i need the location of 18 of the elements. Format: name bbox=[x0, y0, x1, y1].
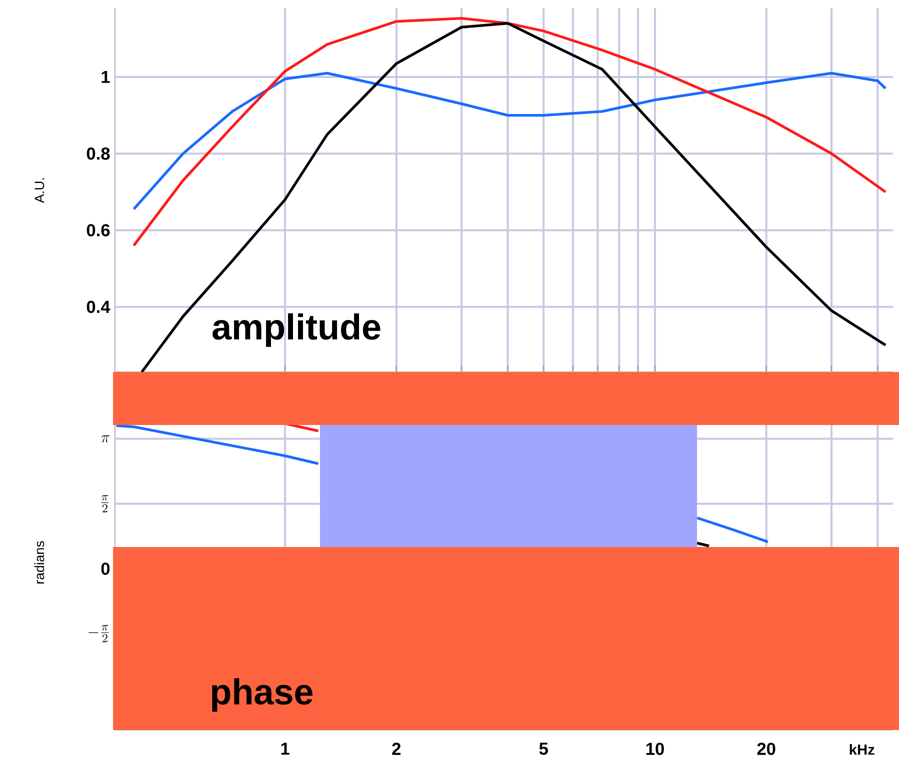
x-tick-label: 20 bbox=[757, 742, 776, 755]
y-tick-label: $\frac{\pi}{2}$ bbox=[101, 495, 109, 512]
y-tick-label: 0 bbox=[101, 562, 110, 575]
y-tick-label: 0.6 bbox=[86, 224, 110, 236]
annotation: amplitude bbox=[212, 313, 380, 347]
x-tick-label: 1 bbox=[281, 742, 290, 755]
x-tick-label: 2 bbox=[392, 742, 401, 755]
x-tick-label: 5 bbox=[539, 742, 548, 755]
y-tick-label: 0.4 bbox=[86, 300, 110, 313]
y-axis-title: radians bbox=[34, 541, 44, 584]
x-axis-title: kHz bbox=[850, 744, 874, 755]
y-tick-label: 0.8 bbox=[86, 147, 110, 160]
x-tick-label: 10 bbox=[646, 742, 664, 755]
y-tick-label: $\pi$ bbox=[101, 435, 110, 442]
y-axis-title: A.U. bbox=[34, 178, 44, 203]
y-tick-label: 1 bbox=[102, 71, 110, 83]
y-tick-label: $-\frac{\pi}{2}$ bbox=[88, 625, 109, 642]
annotation: phase bbox=[212, 678, 313, 712]
